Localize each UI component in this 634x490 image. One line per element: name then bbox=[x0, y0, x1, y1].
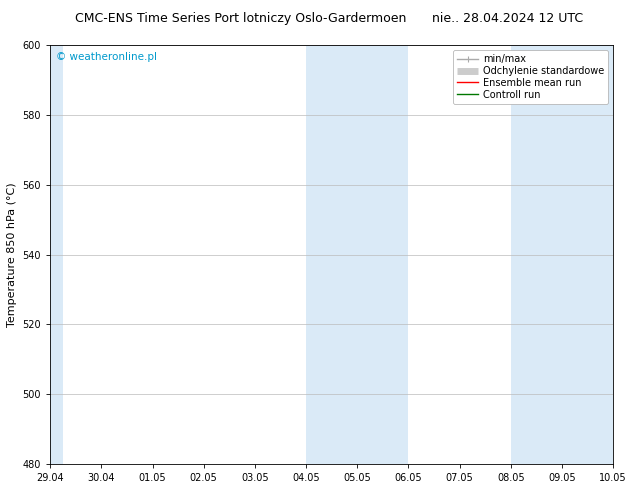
Bar bbox=[306, 45, 408, 464]
Text: CMC-ENS Time Series Port lotniczy Oslo-Gardermoen: CMC-ENS Time Series Port lotniczy Oslo-G… bbox=[75, 12, 406, 25]
Y-axis label: Temperature 850 hPa (°C): Temperature 850 hPa (°C) bbox=[7, 182, 17, 327]
Bar bbox=[511, 45, 613, 464]
Text: nie.. 28.04.2024 12 UTC: nie.. 28.04.2024 12 UTC bbox=[432, 12, 583, 25]
Legend: min/max, Odchylenie standardowe, Ensemble mean run, Controll run: min/max, Odchylenie standardowe, Ensembl… bbox=[453, 50, 609, 104]
Text: © weatheronline.pl: © weatheronline.pl bbox=[56, 51, 157, 62]
Bar bbox=[50, 45, 63, 464]
